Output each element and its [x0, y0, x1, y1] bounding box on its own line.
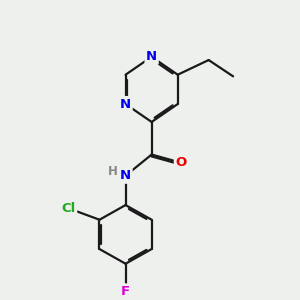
Text: N: N	[120, 98, 131, 110]
Text: Cl: Cl	[61, 202, 76, 215]
Text: F: F	[121, 285, 130, 298]
Text: N: N	[146, 50, 157, 63]
Text: H: H	[108, 165, 118, 178]
Text: O: O	[175, 156, 187, 169]
Text: N: N	[120, 169, 131, 182]
